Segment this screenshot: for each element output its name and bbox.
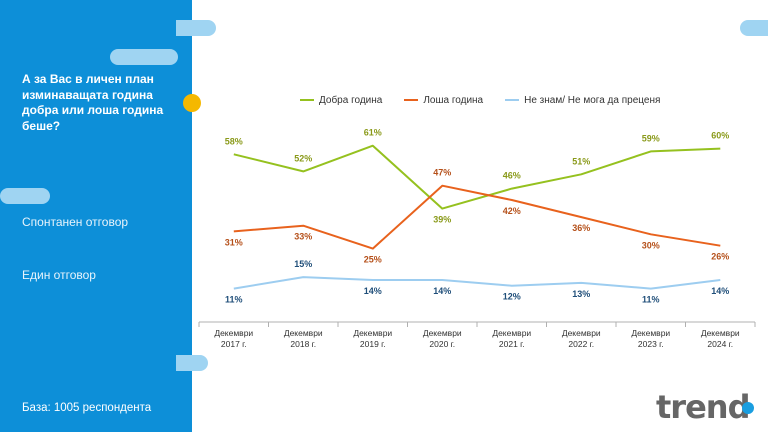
data-label: 13% [572,289,590,299]
data-label: 14% [364,286,382,296]
data-label: 33% [294,232,312,242]
sidebar: А за Вас в личен план изминаващата годин… [0,0,192,432]
data-label: 46% [503,171,521,181]
x-tick-label: Декември [562,328,601,338]
data-label: 51% [572,156,590,166]
data-label: 14% [711,286,729,296]
x-tick-label: Декември [284,328,323,338]
data-label: 58% [225,136,243,146]
x-tick-label: Декември [214,328,253,338]
legend-item: Лоша година [404,93,483,107]
data-label: 47% [433,168,451,178]
legend-label: Лоша година [423,94,484,106]
data-label: 36% [572,223,590,233]
decor-pill [740,20,768,36]
x-tick-label: Декември [423,328,462,338]
x-tick-label: 2023 г. [638,339,664,349]
data-label: 12% [503,292,521,302]
legend-swatch [505,99,520,101]
base-respondents: База: 1005 респондента [22,402,152,414]
series-line [233,184,721,250]
decor-dot [183,94,201,112]
x-tick-label: 2021 г. [499,339,525,349]
decor-pill [176,355,208,371]
data-label: 11% [642,295,660,305]
trend-logo: trend [656,388,750,426]
data-label: 25% [364,255,382,265]
decor-pill [0,188,50,204]
decor-pill [176,20,216,36]
series-line [233,276,721,290]
x-tick-label: Декември [701,328,740,338]
legend-item: Добра година [300,93,382,107]
data-label: 52% [294,153,312,163]
x-tick-label: 2022 г. [568,339,594,349]
x-tick-label: 2020 г. [429,339,455,349]
x-tick-label: Декември [492,328,531,338]
legend-label: Не знам/ Не мога да преценя [524,94,661,106]
x-tick-label: 2018 г. [290,339,316,349]
series-line [233,144,721,210]
note-spontaneous: Спонтанен отговор [22,215,129,229]
legend-label: Добра година [319,94,383,106]
decor-pill [110,49,178,65]
data-label: 15% [294,259,312,269]
data-label: 11% [225,295,243,305]
data-label: 59% [642,133,660,143]
data-label: 39% [433,215,451,225]
note-single-answer: Един отговор [22,268,96,282]
data-label: 26% [711,252,729,262]
logo-dot-icon [742,402,754,414]
legend-swatch [404,99,419,101]
data-label: 60% [711,131,729,141]
data-label: 31% [225,237,243,247]
legend-swatch [300,99,314,101]
legend-item: Не знам/ Не мога да преценя [505,93,660,107]
x-tick-label: 2024 г. [707,339,733,349]
data-label: 61% [364,128,382,138]
x-tick-label: Декември [353,328,392,338]
data-label: 30% [642,240,660,250]
x-tick-label: Декември [631,328,670,338]
x-tick-label: 2019 г. [360,339,386,349]
data-label: 14% [433,286,451,296]
x-tick-label: 2017 г. [221,339,247,349]
chart-legend: Добра година Лоша година Не знам/ Не мог… [300,93,660,107]
question-text: А за Вас в личен план изминаващата годин… [22,72,164,133]
data-label: 42% [503,206,521,216]
